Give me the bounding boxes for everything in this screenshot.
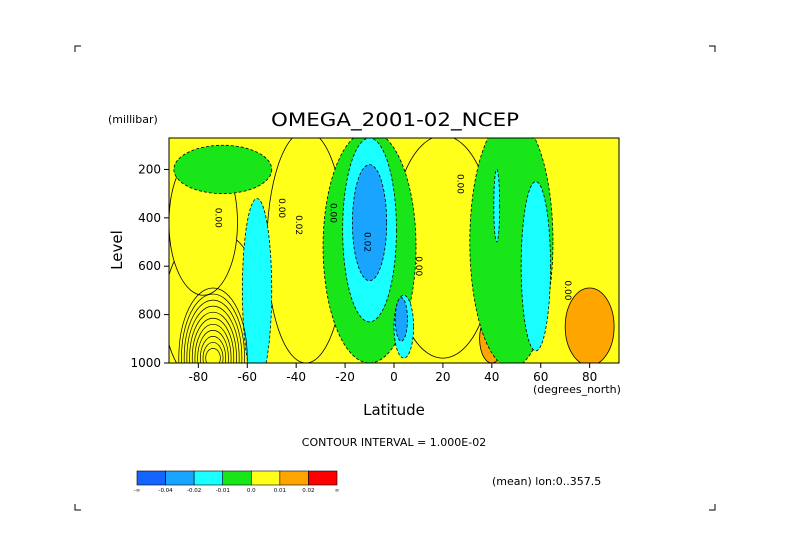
colorbar-label-1: -0.04: [158, 488, 173, 494]
colorbar: -∞ -0.04 -0.02 -0.01 0.0 0.01 0.02 ∞: [134, 470, 340, 494]
contour-label-1: 0.00: [276, 198, 286, 218]
contour-label-4: 0.02: [362, 232, 372, 252]
colorbar-bin-5: [279, 470, 309, 486]
colorbar-bin-3: [222, 470, 252, 486]
corner-mark-bottom-left: [74, 504, 81, 511]
dense-contour-line-8: [183, 299, 243, 363]
y-tick-label-0: 200: [138, 162, 161, 176]
contour-label-0: 0.00: [212, 208, 222, 228]
colorbar-label-3: -0.01: [216, 488, 230, 494]
corner-marks: [74, 45, 716, 511]
dense-contour-line-7: [186, 305, 240, 363]
colorbar-label-7: ∞: [335, 488, 340, 494]
corner-mark-top-right: [709, 45, 716, 52]
x-tick-label-5: 20: [435, 370, 450, 384]
dense-contour-line-6: [189, 311, 237, 363]
x-axis-label: Latitude: [363, 401, 425, 419]
contour-region-3-1: [173, 144, 273, 195]
x-units-label: (degrees_north): [533, 383, 621, 396]
y-units-label: (millibar): [108, 113, 158, 126]
contour-fill-layer: [169, 138, 615, 363]
contour-labels: 0.00 0.00 0.00 0.02 0.02 0.00 0.00 0.00: [212, 174, 572, 301]
y-tick-label-2: 600: [138, 259, 161, 273]
contour-dense-lines: [178, 287, 248, 363]
contour-label-6: 0.00: [455, 174, 465, 194]
contour-interval-text: CONTOUR INTERVAL = 1.000E-02: [302, 436, 486, 449]
colorbar-label-5: 0.01: [274, 488, 286, 494]
x-tick-label-4: 0: [390, 370, 398, 384]
colorbar-label-0: -∞: [134, 488, 141, 494]
y-tick-label-1: 400: [138, 211, 161, 225]
dense-contour-line-3: [197, 329, 229, 363]
colorbar-label-4: 0.0: [247, 488, 256, 494]
dense-contour-line-1: [202, 342, 224, 363]
y-tick-label-3: 800: [138, 308, 161, 322]
corner-mark-bottom-right: [709, 504, 716, 511]
mean-lon-text: (mean) lon:0..357.5: [492, 475, 601, 488]
contour-label-3: 0.02: [293, 215, 303, 235]
colorbar-label-2: -0.02: [187, 488, 201, 494]
x-tick-label-3: -20: [335, 370, 355, 384]
contour-label-2: 0.00: [327, 203, 337, 223]
dense-contour-line-4: [194, 323, 232, 363]
colorbar-label-6: 0.02: [302, 488, 314, 494]
x-tick-label-0: -80: [189, 370, 209, 384]
x-tick-label-1: -60: [237, 370, 257, 384]
colorbar-bin-4: [250, 470, 281, 486]
dense-contour-line-2: [199, 336, 227, 363]
corner-mark-top-left: [74, 45, 81, 52]
colorbar-bin-0: [136, 470, 166, 486]
contour-region-4-4: [493, 169, 501, 243]
contour-region-4-0: [241, 198, 273, 363]
chart-title: OMEGA_2001-02_NCEP: [271, 109, 519, 131]
colorbar-bin-6: [308, 470, 338, 486]
x-tick-label-2: -40: [286, 370, 306, 384]
x-tick-label-7: 60: [533, 370, 548, 384]
dense-contour-line-5: [191, 317, 235, 363]
contour-label-7: 0.00: [562, 280, 572, 300]
contour-region-5-0: [352, 164, 388, 282]
x-axis: -80 -60 -40 -20 0 20 40 60 80: [189, 363, 597, 384]
contour-label-5: 0.00: [413, 256, 423, 276]
y-axis-label: Level: [108, 230, 126, 270]
colorbar-bin-1: [165, 470, 195, 486]
dense-contour-line-0: [205, 348, 221, 363]
contour-region-1-4: [564, 287, 615, 363]
colorbar-bin-2: [193, 470, 224, 486]
dense-contour-line-10: [178, 287, 248, 363]
y-axis: 200 400 600 800 1000: [130, 162, 169, 370]
dense-contour-line-9: [181, 293, 245, 363]
x-tick-label-6: 40: [484, 370, 499, 384]
contour-region-5-1: [394, 297, 408, 342]
y-tick-label-4: 1000: [130, 356, 161, 370]
contour-region-4-3: [520, 181, 551, 352]
x-tick-label-8: 80: [582, 370, 597, 384]
